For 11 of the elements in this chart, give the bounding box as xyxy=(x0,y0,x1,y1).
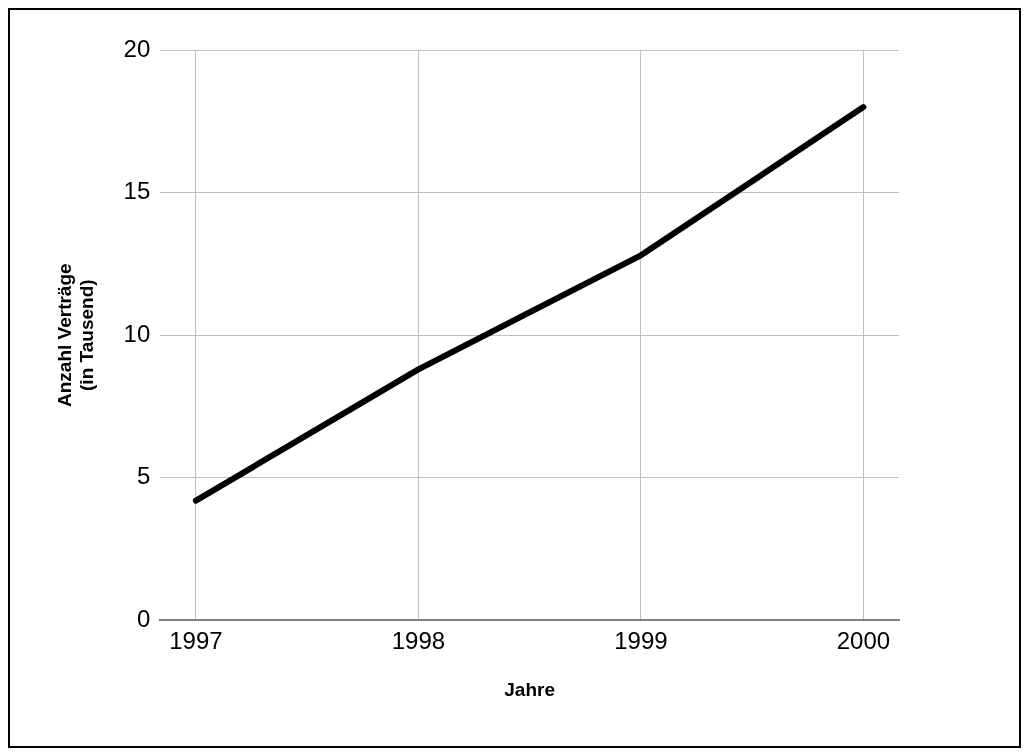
x-axis-title: Jahre xyxy=(504,678,555,700)
y-axis-title: Anzahl Verträge (in Tausend) xyxy=(53,263,98,407)
x-tick-label: 1999 xyxy=(614,627,668,655)
y-tick-label: 5 xyxy=(136,462,151,490)
x-tick-label: 1998 xyxy=(391,627,446,655)
y-tick-label: 10 xyxy=(123,319,151,347)
y-tick-label: 20 xyxy=(123,34,151,62)
y-tick-label: 15 xyxy=(123,177,151,205)
y-tick-label: 0 xyxy=(136,605,151,633)
x-tick-label: 2000 xyxy=(836,627,891,655)
x-tick-label: 1997 xyxy=(169,627,223,655)
